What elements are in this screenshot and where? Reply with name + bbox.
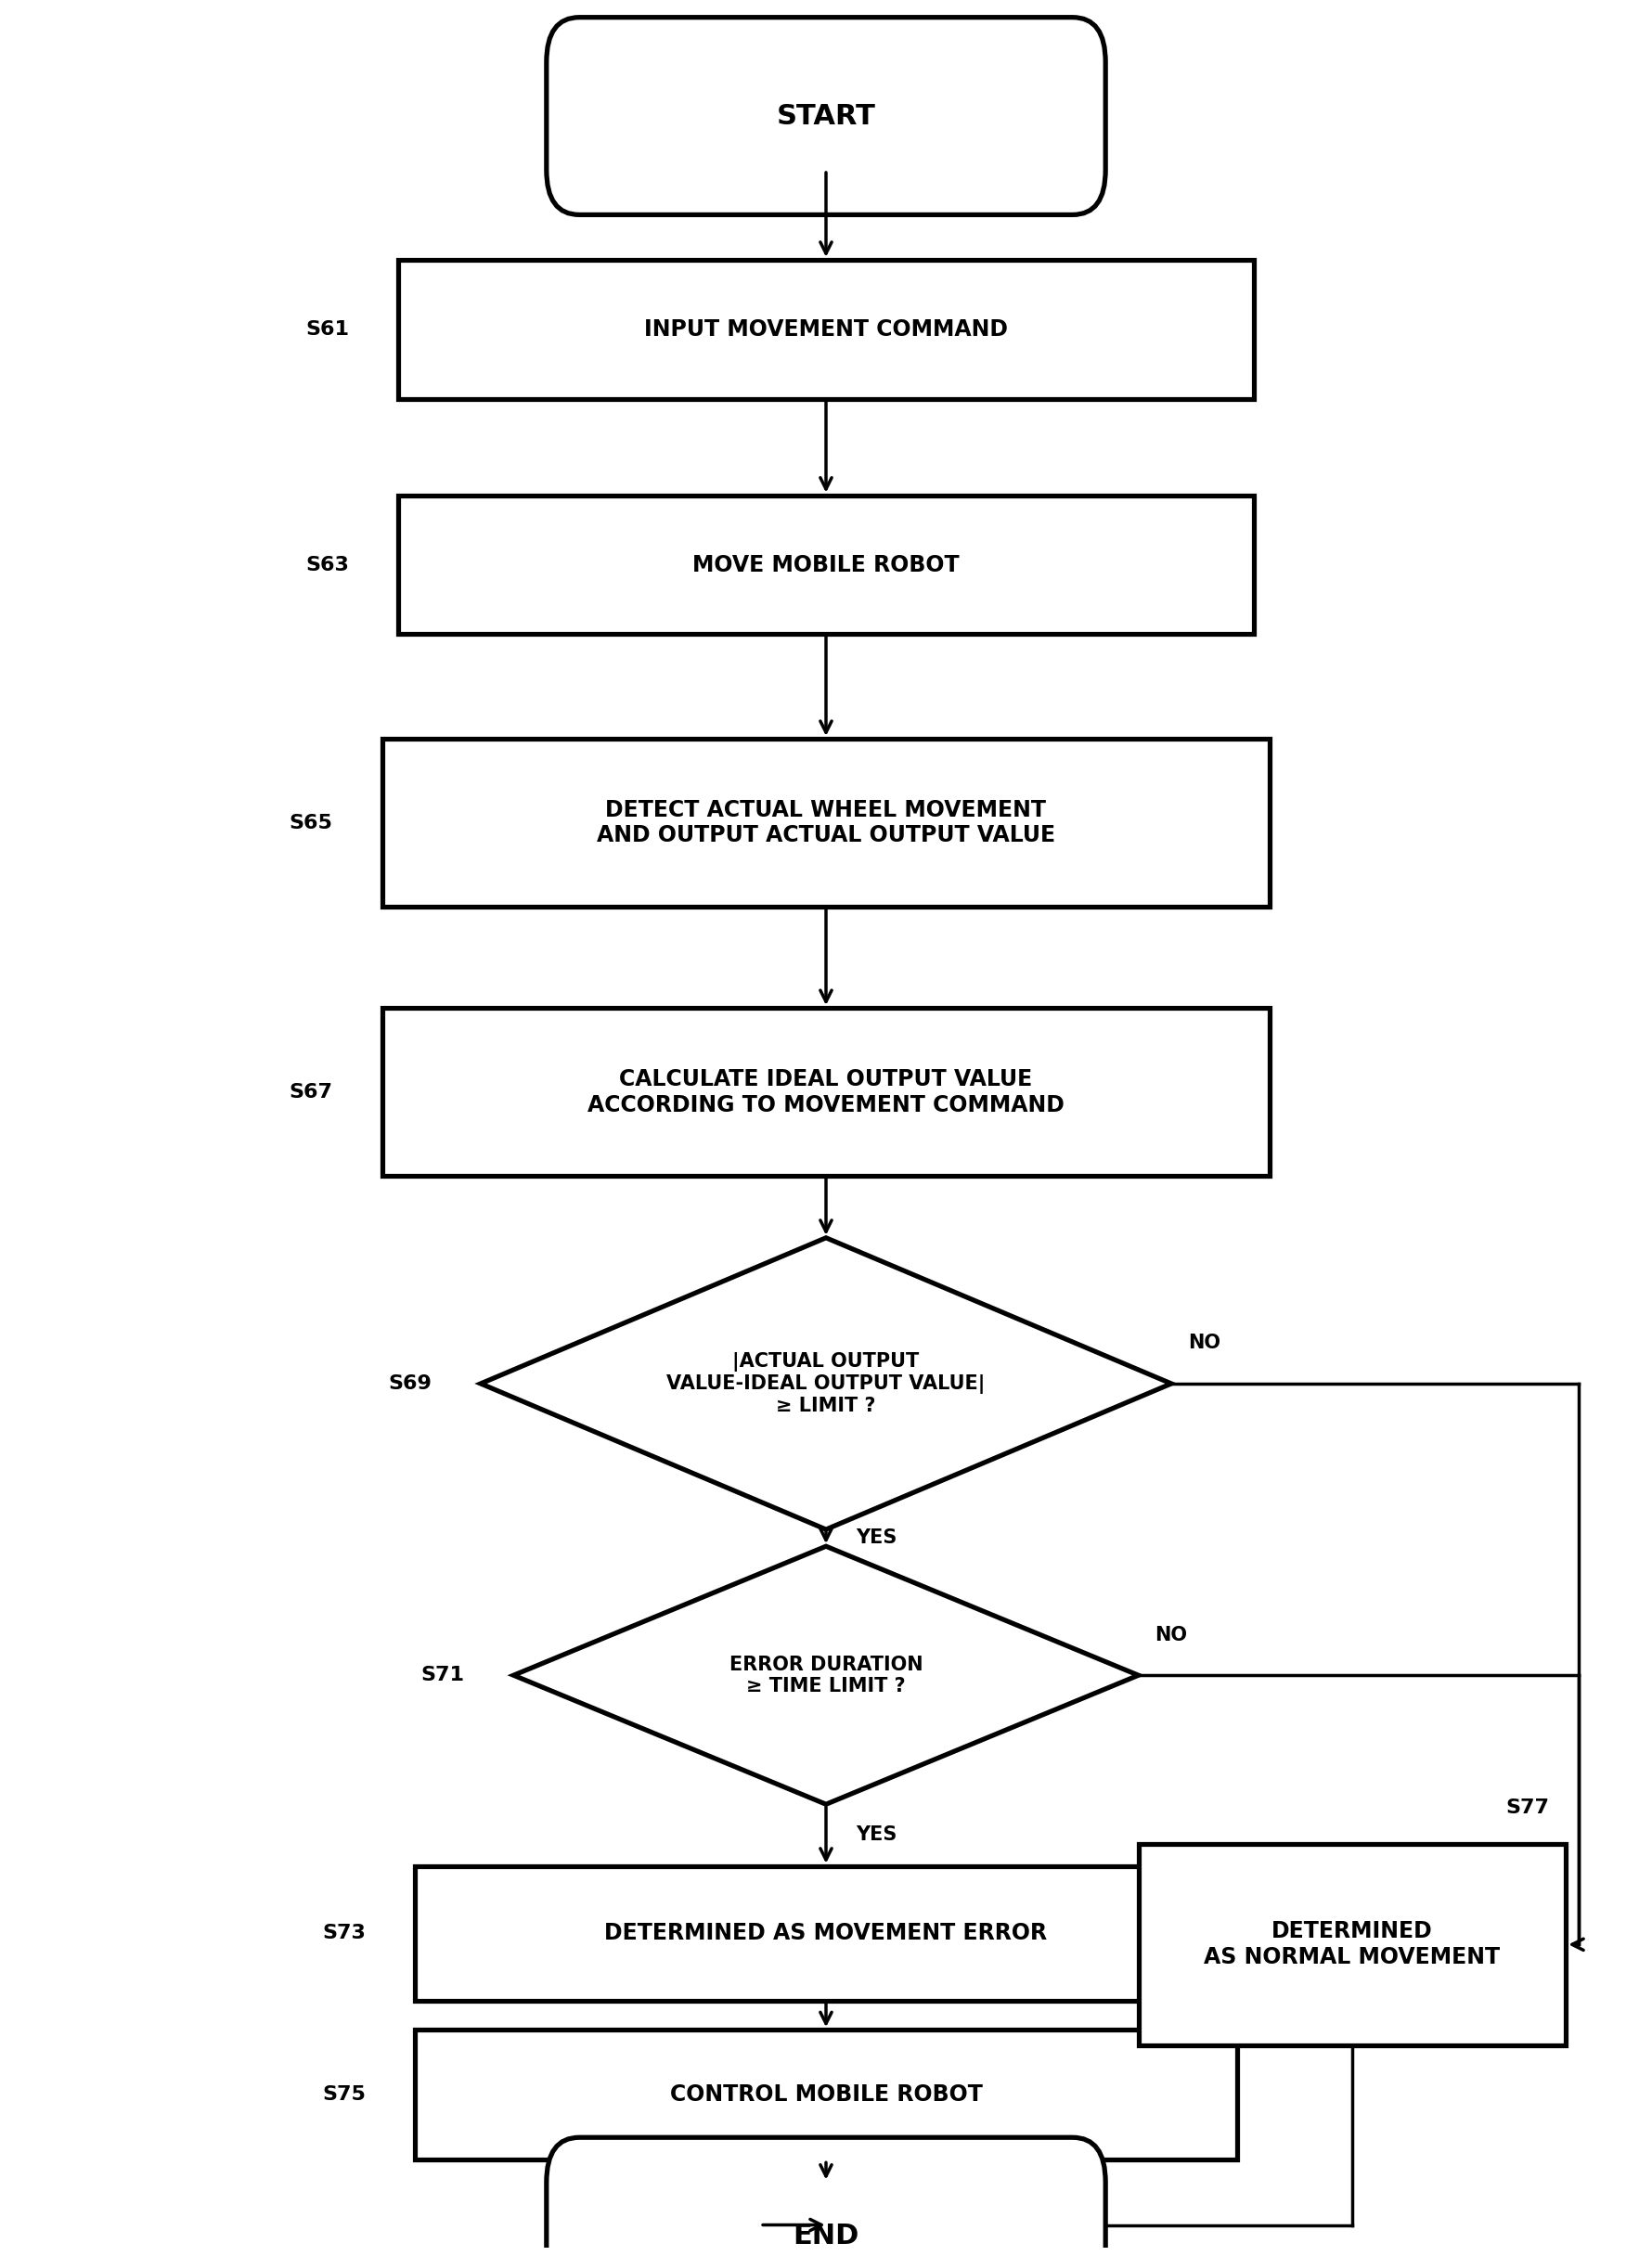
Text: CONTROL MOBILE ROBOT: CONTROL MOBILE ROBOT (669, 2085, 983, 2105)
Polygon shape (481, 1239, 1171, 1530)
Text: MOVE MOBILE ROBOT: MOVE MOBILE ROBOT (692, 553, 960, 575)
Polygon shape (514, 1545, 1138, 1805)
FancyBboxPatch shape (415, 1866, 1237, 2001)
Text: S65: S65 (289, 814, 332, 832)
Text: CALCULATE IDEAL OUTPUT VALUE
ACCORDING TO MOVEMENT COMMAND: CALCULATE IDEAL OUTPUT VALUE ACCORDING T… (588, 1067, 1064, 1117)
Text: YES: YES (856, 1530, 897, 1548)
Text: S77: S77 (1507, 1798, 1550, 1816)
FancyBboxPatch shape (547, 18, 1105, 214)
FancyBboxPatch shape (547, 2136, 1105, 2256)
Text: S75: S75 (322, 2085, 365, 2105)
Text: S69: S69 (388, 1374, 431, 1392)
FancyBboxPatch shape (415, 2030, 1237, 2159)
Text: END: END (793, 2222, 859, 2249)
Text: S71: S71 (421, 1665, 464, 1685)
Text: NO: NO (1188, 1333, 1221, 1354)
Text: NO: NO (1155, 1627, 1188, 1645)
Text: S73: S73 (322, 1924, 365, 1942)
FancyBboxPatch shape (398, 259, 1254, 399)
FancyBboxPatch shape (398, 496, 1254, 634)
Text: DETECT ACTUAL WHEEL MOVEMENT
AND OUTPUT ACTUAL OUTPUT VALUE: DETECT ACTUAL WHEEL MOVEMENT AND OUTPUT … (596, 799, 1056, 846)
FancyBboxPatch shape (1138, 1843, 1566, 2046)
Text: DETERMINED AS MOVEMENT ERROR: DETERMINED AS MOVEMENT ERROR (605, 1922, 1047, 1945)
Text: ERROR DURATION
≥ TIME LIMIT ?: ERROR DURATION ≥ TIME LIMIT ? (729, 1656, 923, 1694)
FancyBboxPatch shape (382, 1008, 1270, 1175)
Text: YES: YES (856, 1825, 897, 1845)
Text: |ACTUAL OUTPUT
VALUE-IDEAL OUTPUT VALUE|
≥ LIMIT ?: |ACTUAL OUTPUT VALUE-IDEAL OUTPUT VALUE|… (667, 1351, 985, 1415)
Text: DETERMINED
AS NORMAL MOVEMENT: DETERMINED AS NORMAL MOVEMENT (1204, 1920, 1500, 1969)
Text: START: START (776, 102, 876, 129)
Text: S63: S63 (306, 555, 349, 573)
Text: S61: S61 (306, 320, 349, 338)
FancyBboxPatch shape (382, 738, 1270, 907)
Text: S67: S67 (289, 1083, 332, 1101)
Text: INPUT MOVEMENT COMMAND: INPUT MOVEMENT COMMAND (644, 318, 1008, 341)
